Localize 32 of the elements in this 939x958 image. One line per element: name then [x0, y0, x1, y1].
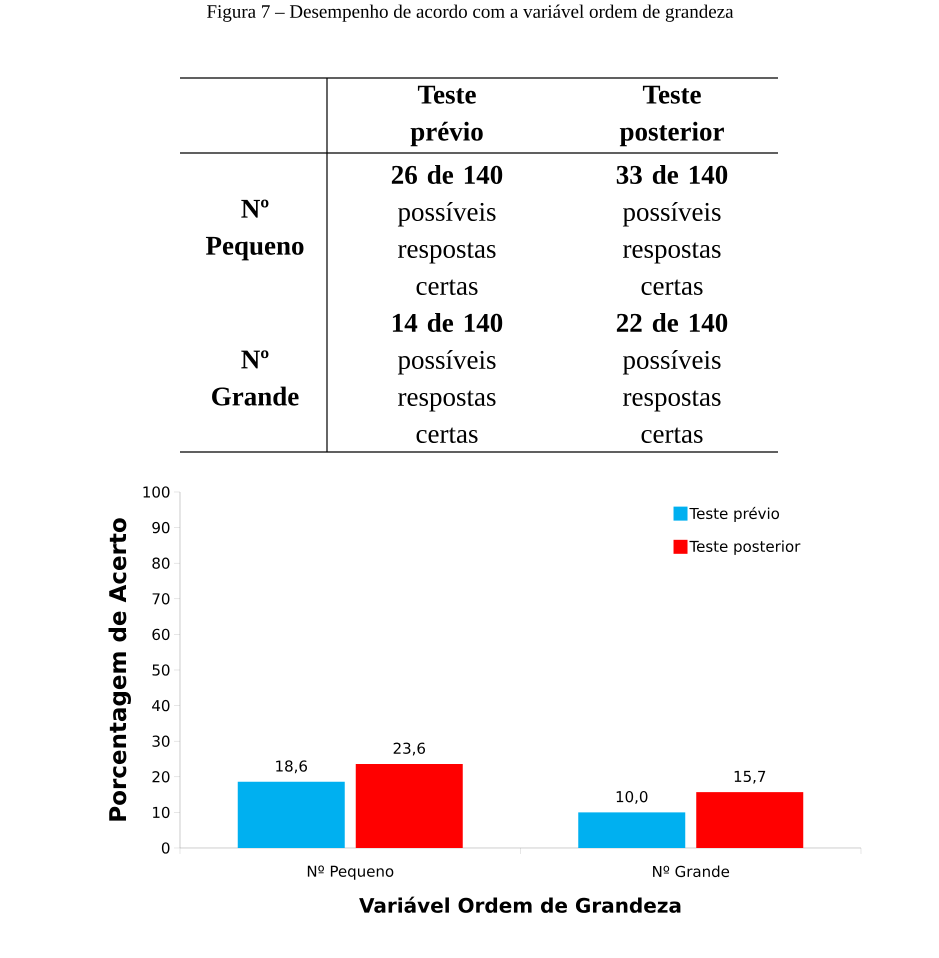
data-label: 23,6 — [394, 742, 425, 756]
x-axis-title: Variável Ordem de Grandeza — [359, 896, 680, 913]
y-tick-label: 10 — [153, 806, 170, 818]
y-axis-title: Porcentagem de Acerto — [108, 518, 131, 821]
text: 33 de 140 possíveis respostas certas — [616, 164, 728, 295]
y-tick-label: 50 — [152, 664, 170, 676]
chart-title: Figura 7 – Desempenho de acordo com a variável ordem de grandeza — [207, 4, 734, 22]
bar — [356, 764, 463, 848]
bar — [696, 792, 804, 848]
text: Nº Grande — [212, 350, 299, 406]
y-tick-label: 100 — [143, 486, 170, 498]
data-label: 18,6 — [276, 760, 307, 774]
text: 14 de 140 possíveis respostas certas — [392, 312, 502, 443]
y-tick-label: 20 — [152, 771, 170, 782]
y-tick-label: 30 — [152, 736, 170, 747]
text: 22 de 140 possíveis respostas certas — [616, 312, 728, 443]
text: Nº Pequeno — [206, 200, 304, 260]
text: Teste prévio — [410, 86, 483, 146]
y-tick-label: 40 — [152, 700, 170, 712]
y-tick-label: 90 — [152, 522, 170, 534]
text: Teste posterior — [620, 86, 724, 146]
bar — [238, 782, 345, 848]
data-label: 10,0 — [616, 790, 648, 804]
y-tick-label: 80 — [152, 558, 170, 569]
legend-label: Teste prévio — [689, 506, 780, 522]
text: 26 de 140 possíveis respostas certas — [392, 164, 502, 295]
bar — [578, 812, 686, 848]
data-label: 15,7 — [734, 770, 766, 784]
y-tick-label: 70 — [152, 593, 170, 604]
legend-label: Teste posterior — [689, 540, 800, 555]
y-tick-label: 60 — [152, 628, 170, 640]
y-tick-label: 0 — [162, 842, 170, 854]
